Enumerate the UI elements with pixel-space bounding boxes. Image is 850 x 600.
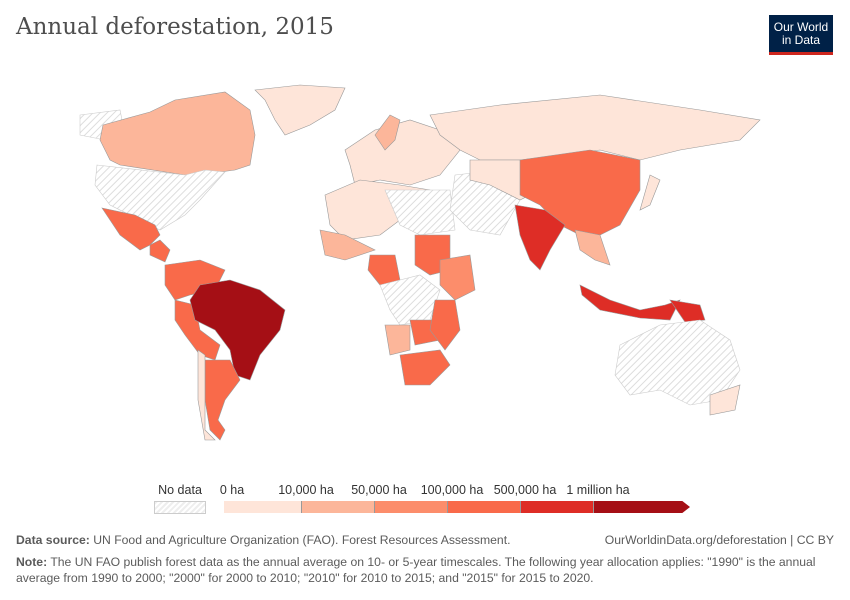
country-japan[interactable] <box>639 174 661 211</box>
country-argentina[interactable] <box>204 359 241 441</box>
country-india[interactable] <box>514 204 566 271</box>
country-south-africa[interactable] <box>399 349 451 386</box>
note-label: Note: <box>16 555 48 569</box>
country-central-america[interactable] <box>149 239 171 263</box>
country-new-zealand[interactable] <box>709 384 741 416</box>
country-tanzania-mozambique[interactable] <box>429 299 461 351</box>
country-southeast-asia[interactable] <box>574 229 611 266</box>
country-chile[interactable] <box>197 349 216 441</box>
note-text: The UN FAO publish forest data as the an… <box>16 555 816 585</box>
logo-line2: in Data <box>781 32 821 47</box>
chart-title: Annual deforestation, 2015 <box>16 14 334 40</box>
country-brazil[interactable] <box>189 279 286 381</box>
legend-bin <box>448 501 521 513</box>
legend-bin <box>521 501 594 513</box>
legend-bin <box>375 501 448 513</box>
legend-label: 500,000 ha <box>493 483 557 497</box>
legend-bin <box>594 501 690 513</box>
legend-bin <box>302 501 375 513</box>
logo-line1: Our World <box>773 19 829 34</box>
country-nigeria[interactable] <box>367 254 401 286</box>
country-sweden[interactable] <box>374 114 401 151</box>
country-sahara[interactable] <box>384 189 456 236</box>
legend-label: 100,000 ha <box>420 483 484 497</box>
country-canada[interactable] <box>99 91 256 181</box>
footer: Data source: UN Food and Agriculture Org… <box>16 532 834 586</box>
legend-no-data-swatch <box>154 501 206 514</box>
country-russia[interactable] <box>429 94 761 161</box>
country-china[interactable] <box>519 149 641 241</box>
legend-bin <box>224 501 302 513</box>
url-license-link[interactable]: OurWorldinData.org/deforestation | CC BY <box>604 533 834 547</box>
legend-label: 50,000 ha <box>351 483 407 497</box>
legend-label: 0 ha <box>219 483 245 497</box>
source-text: UN Food and Agriculture Organization (FA… <box>89 533 511 547</box>
country-greenland[interactable] <box>254 84 346 136</box>
country-west-africa[interactable] <box>319 229 376 261</box>
legend-label: 1 million ha <box>566 483 630 497</box>
owid-logo[interactable]: Our World in Data <box>769 15 833 55</box>
world-map[interactable] <box>0 60 850 480</box>
country-angola[interactable] <box>384 324 411 356</box>
legend-no-data-label: No data <box>158 483 202 497</box>
country-indonesia[interactable] <box>579 284 681 321</box>
legend-label: 10,000 ha <box>278 483 334 497</box>
country-central-africa[interactable] <box>379 274 441 326</box>
legend: No data 0 ha 10,000 ha 50,000 ha 100,000 ha… <box>0 480 850 520</box>
country-papua[interactable] <box>669 299 706 323</box>
country-east-africa[interactable] <box>439 254 476 301</box>
source-label: Data source: <box>16 533 90 547</box>
